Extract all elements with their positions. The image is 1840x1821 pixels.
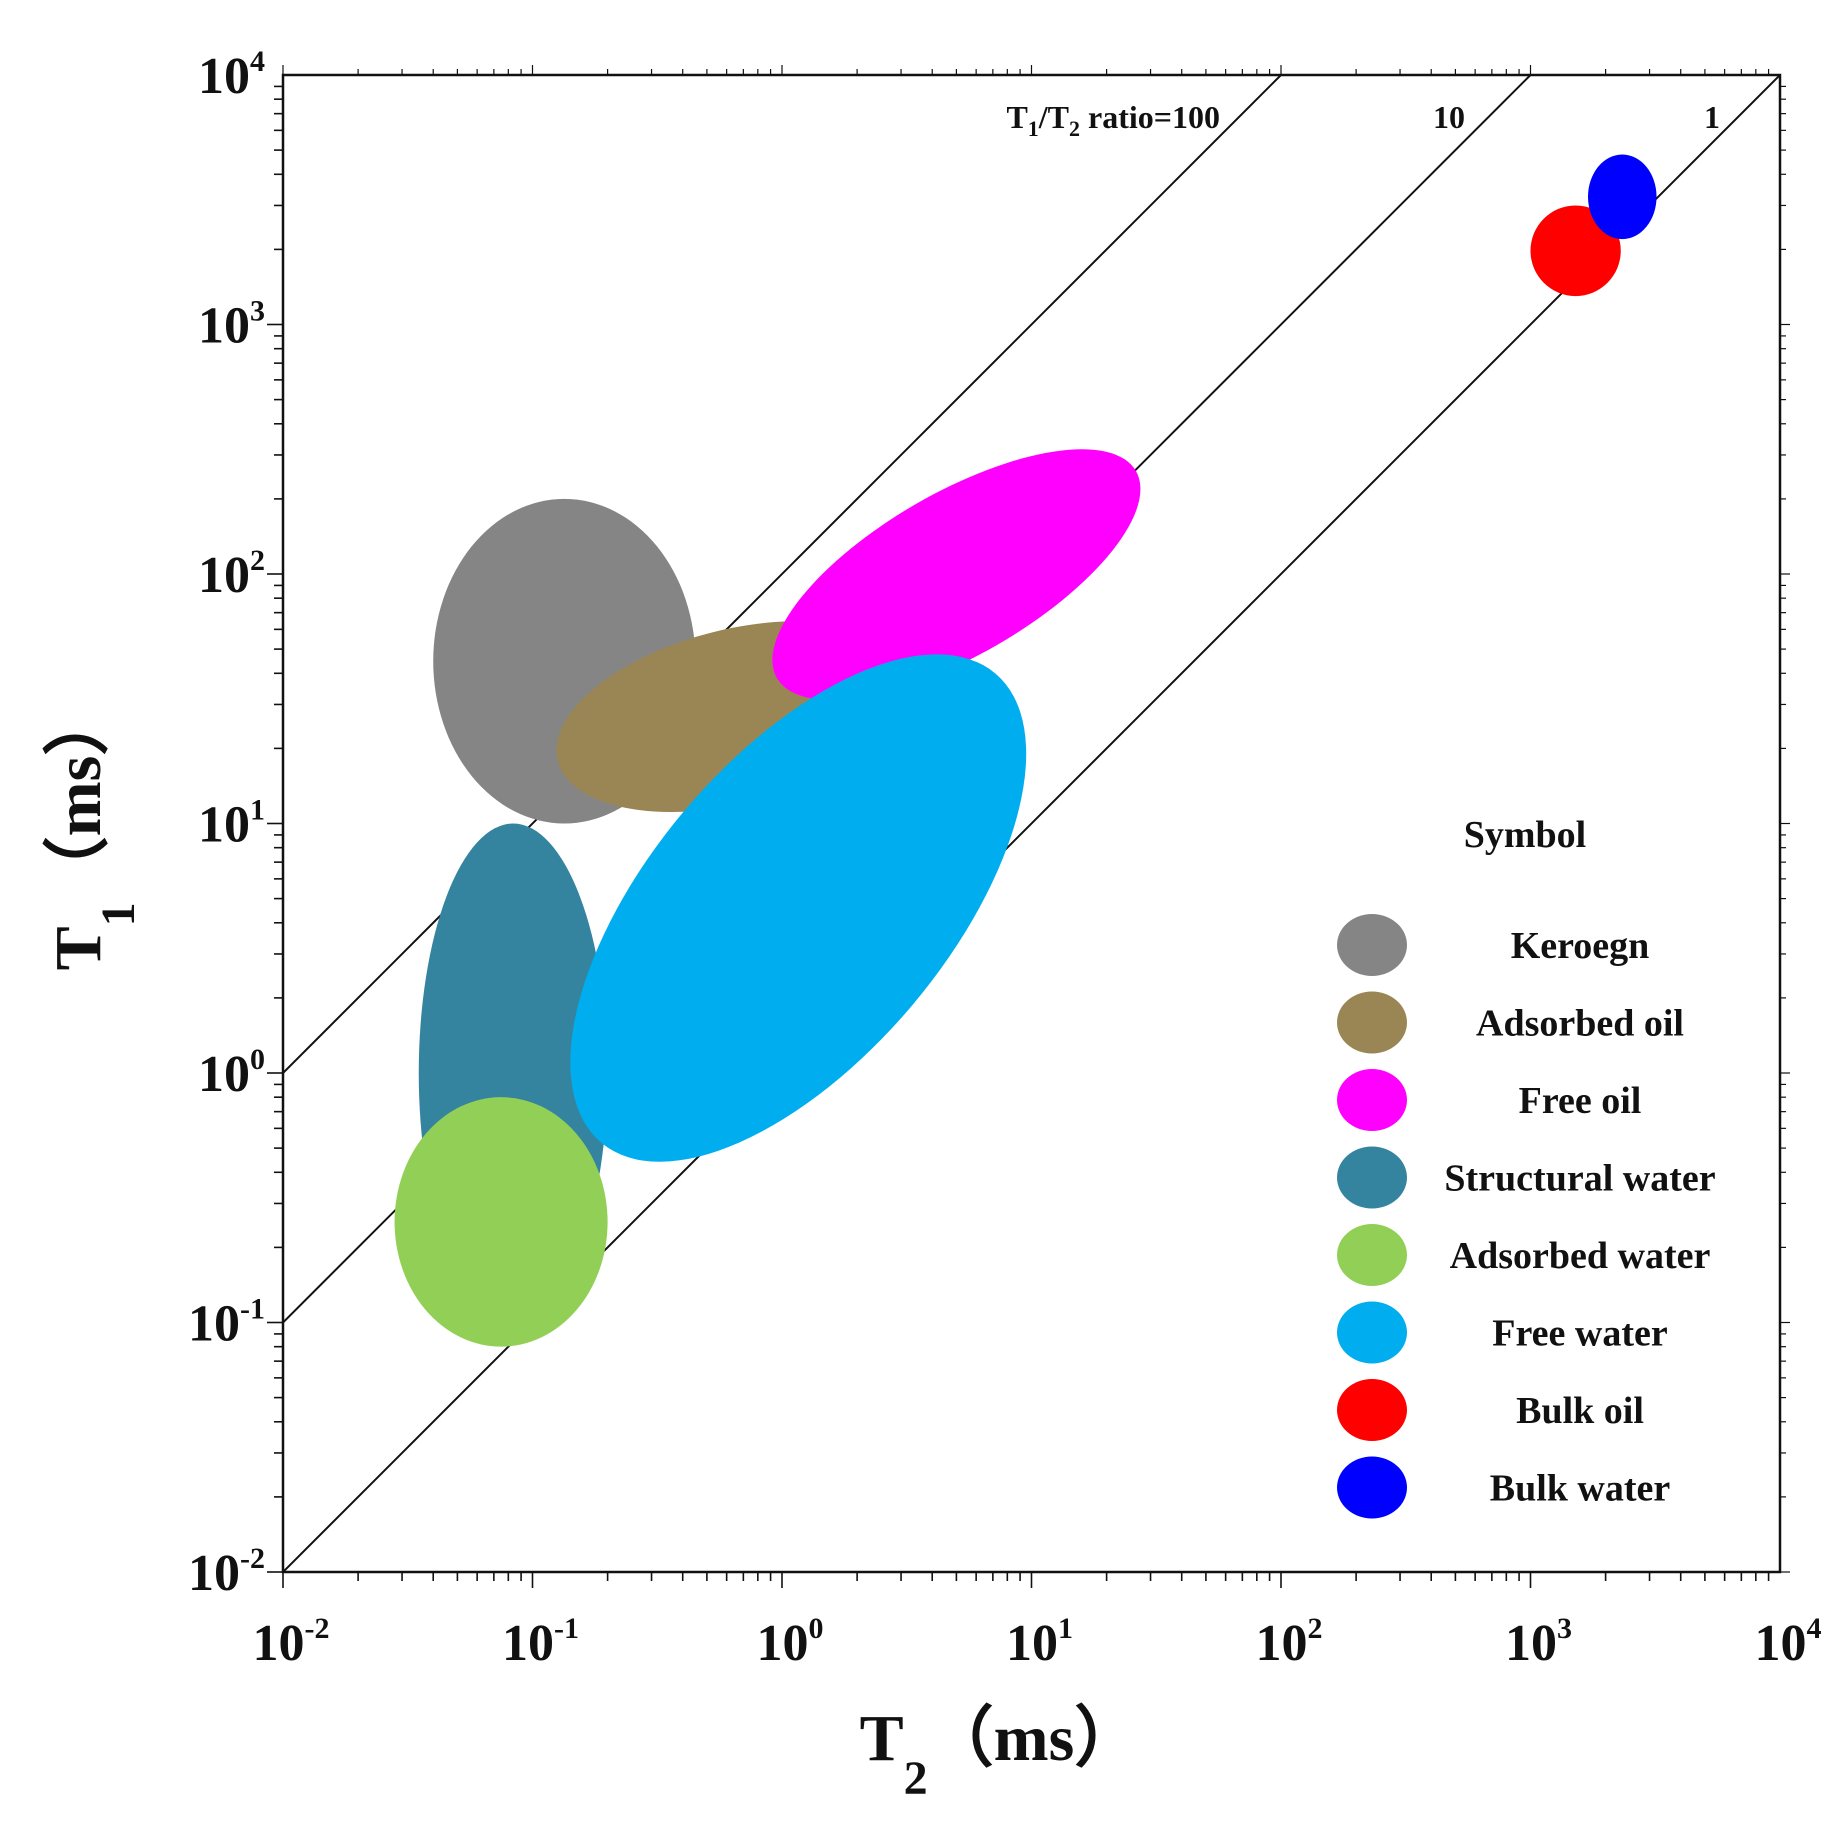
region-free-water [570,654,1027,1162]
legend-label: Keroegn [1511,925,1650,967]
legend-item: Free oil [1337,1069,1641,1131]
x-tick-label: 103 [1505,1612,1572,1672]
ratio-label-1: 1 [1704,99,1720,135]
legend-swatch [1337,1224,1407,1286]
y-axis-title: T1（ms） [41,690,145,971]
legend-swatch [1337,1146,1407,1209]
plot-area: T1/T2 ratio=100 10 1 [283,75,1780,1572]
legend-swatch [1337,1069,1407,1131]
x-tick-label: 104 [1755,1612,1822,1672]
region-bulk-oil [1530,205,1621,297]
region-free-oil [772,449,1141,700]
legend-label: Free oil [1519,1080,1642,1122]
y-tick-label: 102 [198,544,265,604]
y-tick-label: 104 [198,45,265,105]
region-bulk-water [1587,154,1657,240]
legend-item: Free water [1337,1301,1668,1364]
legend-item: Bulk oil [1337,1379,1644,1441]
x-tick-label: 10-2 [253,1612,330,1672]
legend-label: Structural water [1444,1158,1715,1200]
region-adsorbed-water [394,1097,608,1347]
legend-item: Structural water [1337,1146,1716,1209]
x-tick-label: 101 [1006,1612,1073,1672]
legend-label: Adsorbed oil [1476,1003,1684,1045]
y-tick-label: 100 [198,1043,265,1103]
legend-swatch [1337,1301,1407,1364]
x-tick-label: 102 [1256,1612,1323,1672]
legend-swatch [1337,1379,1407,1441]
x-axis-title: T2（ms） [860,1701,1141,1805]
y-tick-label: 10-1 [188,1293,265,1353]
legend-item: Adsorbed water [1337,1224,1710,1286]
legend-label: Bulk oil [1516,1390,1644,1432]
ratio-label-100: T1/T2 ratio=100 [1006,99,1220,141]
y-tick-label: 10-2 [188,1542,265,1602]
x-tick-label: 10-1 [502,1612,579,1672]
legend-label: Adsorbed water [1450,1235,1711,1277]
axes: 10-2 10-1 100 101 102 103 10410-210-1100101102… [41,45,1822,1805]
legend-item: Adsorbed oil [1337,991,1684,1054]
legend-item: Bulk water [1337,1456,1671,1519]
legend-label: Bulk water [1490,1468,1671,1510]
legend-item: Keroegn [1337,914,1649,976]
y-tick-label: 101 [198,794,265,854]
legend-swatch [1337,914,1407,976]
legend-swatch [1337,991,1407,1054]
legend-title: Symbol [1464,814,1586,856]
legend-swatch [1337,1456,1407,1519]
legend-label: Free water [1492,1313,1668,1355]
y-tick-label: 103 [198,295,265,355]
ratio-label-10: 10 [1433,99,1465,135]
x-tick-label: 100 [757,1612,824,1672]
legend: Symbol Keroegn Adsorbed oil Free oil Structu… [1337,814,1716,1519]
